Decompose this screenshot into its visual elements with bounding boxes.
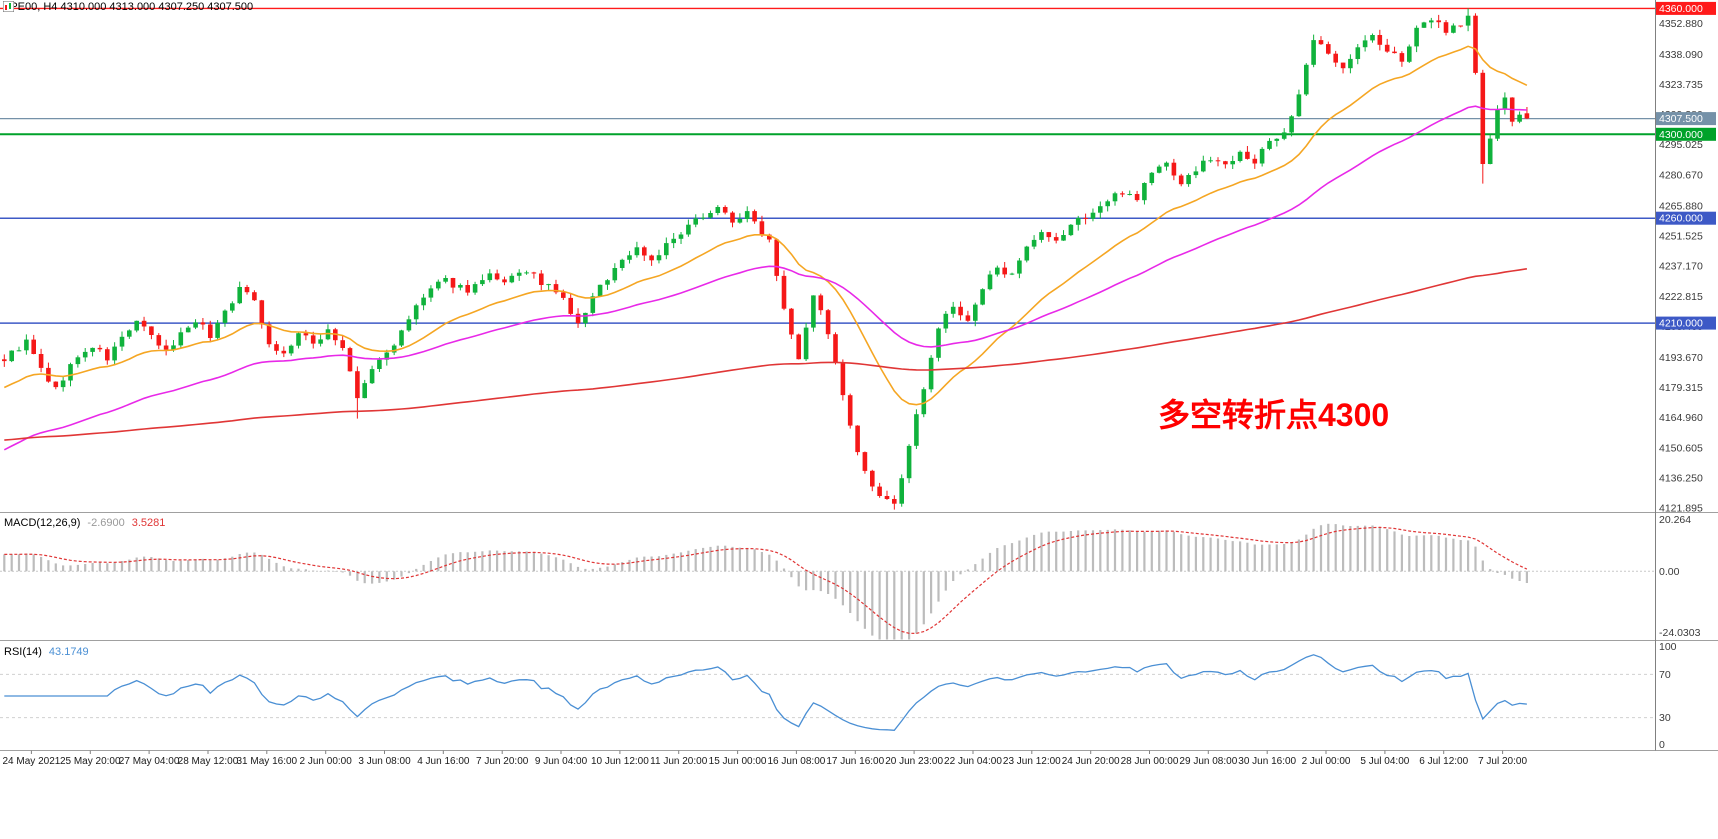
time-label: 23 Jun 12:00: [1003, 756, 1061, 767]
time-label: 22 Jun 04:00: [944, 756, 1002, 767]
svg-text:4307.500: 4307.500: [1659, 113, 1703, 125]
time-label: 30 Jun 16:00: [1238, 756, 1296, 767]
rsi-tick-label: 30: [1659, 712, 1671, 724]
macd-axis: 20.264 0.00 -24.0303: [1659, 514, 1701, 639]
price-tick-label: 4150.605: [1659, 442, 1703, 454]
time-label: 29 Jun 08:00: [1179, 756, 1237, 767]
macd-panel[interactable]: [0, 523, 1655, 640]
price-tick-label: 4280.670: [1659, 169, 1703, 181]
time-label: 31 May 16:00: [237, 756, 298, 767]
macd-tick-label: -24.0303: [1659, 627, 1701, 639]
macd-title: MACD(12,26,9): [4, 517, 81, 529]
rsi-line: [4, 654, 1527, 731]
price-tick-label: 4338.090: [1659, 49, 1703, 61]
support-line-price-label: 4210.000: [1656, 316, 1716, 330]
price-tick-label: 4136.250: [1659, 472, 1703, 484]
macd-signal-line: [4, 526, 1528, 635]
price-tick-label: 4164.960: [1659, 412, 1703, 424]
resistance-line-price-label: 4360.000: [1656, 1, 1716, 15]
time-label: 24 Jun 20:00: [1062, 756, 1120, 767]
price-tick-label: 4295.025: [1659, 139, 1703, 151]
time-label: 5 Jul 04:00: [1360, 756, 1409, 767]
time-label: 11 Jun 20:00: [650, 756, 708, 767]
price-tick-label: 4352.880: [1659, 18, 1703, 30]
horizontal-levels-layer: [0, 7, 1655, 324]
svg-text:4260.000: 4260.000: [1659, 213, 1703, 225]
macd-indicator-label: MACD(12,26,9) -2.6900 3.5281: [4, 517, 165, 529]
time-label: 20 Jun 23:00: [885, 756, 943, 767]
price-tick-label: 4265.880: [1659, 200, 1703, 212]
time-label: 28 May 12:00: [178, 756, 239, 767]
macd-tick-label: 20.264: [1659, 514, 1691, 526]
chart-icon: [3, 1, 14, 12]
ma-fast-line: [3, 45, 1528, 406]
ma-slow-line: [4, 268, 1528, 441]
moving-averages-layer: [3, 45, 1528, 451]
price-tick-label: 4179.315: [1659, 382, 1703, 394]
price-tick-label: 4222.815: [1659, 291, 1703, 303]
macd-signal-value: 3.5281: [131, 517, 166, 529]
svg-text:4300.000: 4300.000: [1659, 129, 1703, 141]
price-tick-label: 4237.170: [1659, 261, 1703, 273]
macd-main-value: -2.6900: [87, 517, 125, 529]
support-line-price-label: 4260.000: [1656, 211, 1716, 225]
rsi-title: RSI(14): [4, 646, 42, 658]
time-label: 17 Jun 16:00: [826, 756, 884, 767]
pivot-line-price-label: 4300.000: [1656, 127, 1716, 141]
time-label: 15 Jun 00:00: [709, 756, 767, 767]
time-label: 7 Jun 20:00: [476, 756, 529, 767]
time-label: 10 Jun 12:00: [591, 756, 649, 767]
time-label: 9 Jun 04:00: [535, 756, 588, 767]
time-label: 16 Jun 08:00: [768, 756, 826, 767]
price-axis[interactable]: 4352.8804338.0904323.7354309.3804295.025…: [1656, 1, 1716, 515]
ma-mid-line: [3, 105, 1527, 451]
symbol-ohlc-text: SPE00, H4 4310.000 4313.000 4307.250 430…: [3, 1, 254, 13]
rsi-axis: 100 70 30 0: [1659, 641, 1677, 751]
time-label: 6 Jul 12:00: [1419, 756, 1468, 767]
time-label: 7 Jul 20:00: [1478, 756, 1527, 767]
time-label: 25 May 20:00: [60, 756, 121, 767]
rsi-indicator-label: RSI(14) 43.1749: [4, 646, 89, 658]
chart-annotation-text: 多空转折点4300: [1158, 397, 1390, 433]
panel-frame-layer: [0, 0, 1718, 751]
price-tick-label: 4251.525: [1659, 231, 1703, 243]
rsi-tick-label: 100: [1659, 641, 1677, 653]
time-label: 28 Jun 00:00: [1121, 756, 1179, 767]
rsi-tick-label: 0: [1659, 739, 1665, 751]
rsi-panel[interactable]: [0, 654, 1655, 731]
macd-histogram: [3, 523, 1528, 640]
time-label: 2 Jun 00:00: [300, 756, 353, 767]
price-tick-label: 4121.895: [1659, 503, 1703, 515]
rsi-tick-label: 70: [1659, 669, 1671, 681]
last-price-line-price-label: 4307.500: [1656, 112, 1716, 126]
time-label: 2 Jul 00:00: [1302, 756, 1351, 767]
svg-text:4210.000: 4210.000: [1659, 318, 1703, 330]
symbol-info-bar: SPE00, H4 4310.000 4313.000 4307.250 430…: [3, 1, 253, 13]
svg-text:4360.000: 4360.000: [1659, 3, 1703, 15]
time-label: 24 May 2021: [3, 756, 61, 767]
time-label: 3 Jun 08:00: [358, 756, 411, 767]
price-tick-label: 4323.735: [1659, 79, 1703, 91]
macd-tick-label: 0.00: [1659, 566, 1680, 578]
rsi-value: 43.1749: [48, 646, 89, 658]
price-tick-label: 4193.670: [1659, 352, 1703, 364]
candles-layer: [2, 8, 1530, 510]
time-label: 4 Jun 16:00: [417, 756, 470, 767]
time-label: 27 May 04:00: [119, 756, 180, 767]
